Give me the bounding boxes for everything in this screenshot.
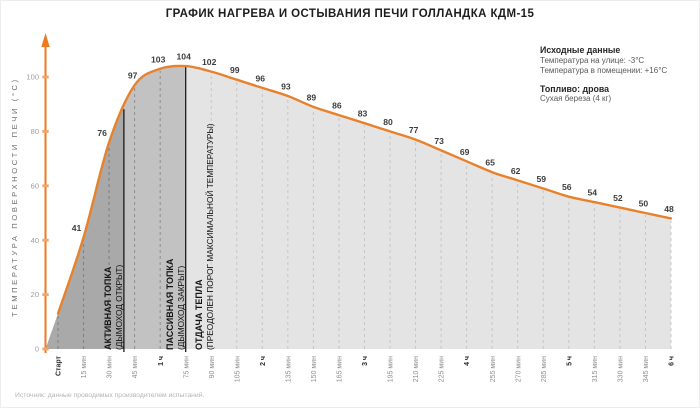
value-label-24: 48 xyxy=(664,204,674,214)
source-note: Источник: данные проводимых производител… xyxy=(15,392,205,399)
info-heading-initial: Исходные данные xyxy=(540,45,621,55)
phase-active-burn-label: АКТИВНАЯ ТОПКА xyxy=(103,266,113,350)
title-bold: ПЕЧИ ГОЛЛАНДКА КДМ-15 xyxy=(374,8,535,20)
title-regular: ГРАФИК НАГРЕВА И ОСТЫВАНИЯ xyxy=(165,8,371,20)
x-tick-label-7: 105 мин xyxy=(234,356,241,382)
value-label-22: 52 xyxy=(613,193,623,203)
x-tick-label-14: 210 мин xyxy=(413,356,420,382)
y-axis-tick-80 xyxy=(42,130,49,133)
x-tick-label-15: 225 мин xyxy=(439,356,446,382)
x-tick-label-5: 75 мин xyxy=(183,356,190,378)
value-label-17: 65 xyxy=(485,158,495,168)
value-label-15: 73 xyxy=(434,136,444,146)
x-tick-label-8: 2 ч xyxy=(260,356,267,366)
info-indoor-temp: Температура в помещении: +16°С xyxy=(540,66,668,75)
page-title: ГРАФИК НАГРЕВА И ОСТЫВАНИЯ ПЕЧИ ГОЛЛАНДК… xyxy=(1,8,699,20)
phase-passive-burn-label: ПАССИВНАЯ ТОПКА xyxy=(165,258,175,350)
temperature-curve xyxy=(56,64,673,315)
y-axis-arrow-icon xyxy=(41,33,50,47)
y-axis-tick-20 xyxy=(42,293,49,296)
y-axis-tick-40 xyxy=(42,238,49,242)
value-label-13: 80 xyxy=(383,117,393,127)
x-tick-label-24: 6 ч xyxy=(669,356,676,366)
x-tick-label-6: 90 мин xyxy=(209,356,216,378)
area-fill-phase-3 xyxy=(185,66,671,349)
value-label-5: 104 xyxy=(177,52,192,62)
phase-passive-burn-detail: (ДЫМОХОД ЗАКРЫТ) xyxy=(176,266,186,350)
phase-heat-release-detail: (ПРЕОДОЛЕН ПОРОГ МАКСИМАЛЬНОЙ ТЕМПЕРАТУР… xyxy=(204,123,215,350)
x-tick-label-1: 15 мин xyxy=(81,356,88,378)
value-label-6: 102 xyxy=(202,57,217,67)
value-label-20: 56 xyxy=(562,182,572,192)
x-tick-label-18: 270 мин xyxy=(515,356,522,382)
y-tick-label-100: 100 xyxy=(26,73,39,82)
value-label-4: 103 xyxy=(151,54,166,64)
x-tick-label-10: 150 мин xyxy=(311,356,318,382)
info-spacer xyxy=(540,77,696,84)
value-label-10: 89 xyxy=(307,92,317,102)
y-tick-label-40: 40 xyxy=(31,236,39,245)
x-tick-label-22: 330 мин xyxy=(618,356,625,382)
phase-active-burn-detail: (ДЫМОХОД ОТКРЫТ) xyxy=(114,265,124,350)
x-tick-label-4: 1 ч xyxy=(158,356,165,366)
value-label-19: 59 xyxy=(537,174,547,184)
value-label-11: 86 xyxy=(332,101,342,111)
x-tick-label-3: 45 мин xyxy=(132,356,139,378)
y-tick-label-0: 0 xyxy=(35,345,39,354)
x-tick-label-16: 4 ч xyxy=(464,356,471,366)
info-heading-fuel: Топливо: дрова xyxy=(540,83,610,94)
info-fuel-detail: Сухая береза (4 кг) xyxy=(540,94,612,103)
area-fill-phase-1 xyxy=(45,104,124,349)
value-label-9: 93 xyxy=(281,82,291,92)
info-panel: Исходные данные Температура на улице: -3… xyxy=(540,45,696,105)
area-fill-phase-2 xyxy=(123,65,186,349)
value-label-21: 54 xyxy=(588,188,598,198)
value-label-3: 97 xyxy=(128,71,138,81)
value-label-18: 62 xyxy=(511,166,521,176)
x-tick-label-2: 30 мин xyxy=(107,356,114,378)
y-tick-label-20: 20 xyxy=(31,290,39,299)
x-tick-label-11: 165 мин xyxy=(337,356,344,382)
x-tick-label-20: 5 ч xyxy=(566,356,573,366)
chart-dynamic-layer: 41 76 97 103 104 102 99 96 93 89 86 83 80 77 73 69 65 62 5… xyxy=(26,33,676,382)
x-tick-label-23: 345 мин xyxy=(643,356,650,382)
y-axis-tick-60 xyxy=(42,184,49,188)
value-label-12: 83 xyxy=(358,109,368,119)
value-label-7: 99 xyxy=(230,65,240,75)
x-tick-label-13: 195 мин xyxy=(388,356,395,382)
phase-heat-release-label: ОТДАЧА ТЕПЛА xyxy=(194,279,204,350)
x-tick-label-17: 255 мин xyxy=(490,356,497,382)
value-label-1: 41 xyxy=(72,223,82,233)
x-tick-label-21: 315 мин xyxy=(592,356,599,382)
x-tick-label-19: 285 мин xyxy=(541,356,548,382)
x-tick-label-12: 3 ч xyxy=(362,356,369,366)
value-label-8: 96 xyxy=(256,73,266,83)
x-tick-label-9: 135 мин xyxy=(286,356,293,382)
x-tick-label-0: Старт xyxy=(56,355,63,376)
y-tick-label-60: 60 xyxy=(31,181,39,190)
info-outdoor-temp: Температура на улице: -3°С xyxy=(540,55,645,65)
y-axis-tick-100 xyxy=(42,75,49,79)
value-label-14: 77 xyxy=(409,125,419,135)
y-tick-label-80: 80 xyxy=(31,127,39,136)
value-label-2: 76 xyxy=(97,128,107,138)
y-axis-tick-0 xyxy=(42,347,49,351)
y-axis-title: ТЕМПЕРАТУРА ПОВЕРХНОСТИ ПЕЧИ (°C) xyxy=(10,77,19,316)
value-label-23: 50 xyxy=(639,199,649,209)
value-label-16: 69 xyxy=(460,147,470,157)
